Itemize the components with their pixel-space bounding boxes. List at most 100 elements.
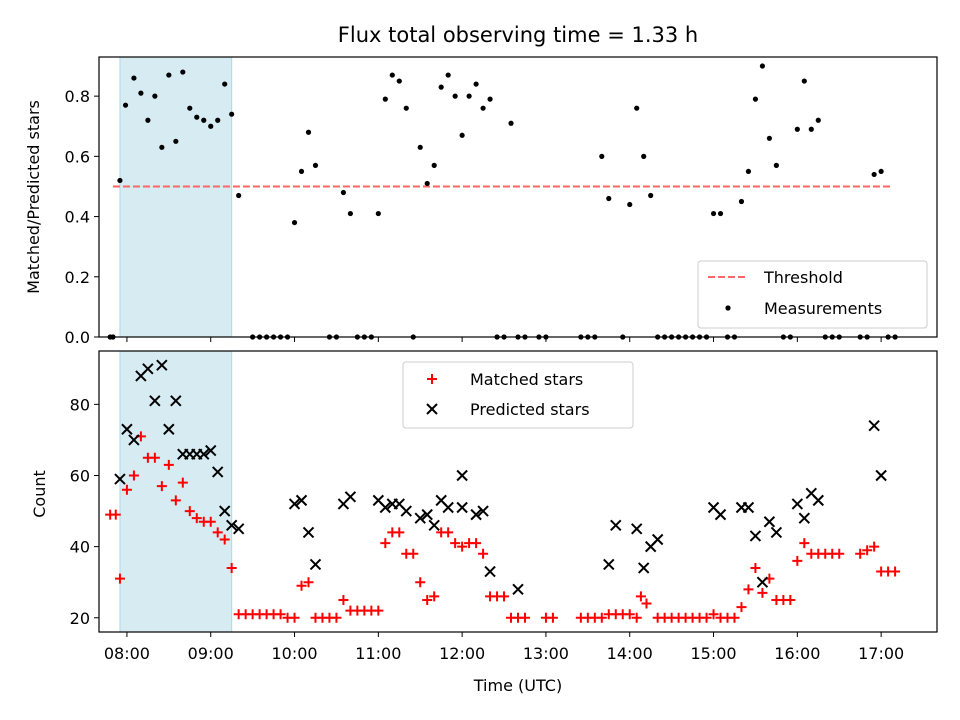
matched-stars-point: [855, 548, 866, 559]
matched-stars-point: [149, 452, 160, 463]
top-y-tick-label: 0.6: [65, 147, 90, 166]
matched-stars-point: [121, 484, 132, 495]
matched-stars-point: [373, 605, 384, 616]
measurement-point: [424, 180, 430, 187]
matched-stars-point: [743, 584, 754, 595]
matched-stars-point: [834, 548, 845, 559]
matched-stars-point: [519, 612, 530, 623]
predicted-stars-point: [288, 498, 301, 510]
x-tick-label: 17:00: [858, 644, 904, 663]
measurement-point: [773, 162, 779, 168]
matched-stars-point: [163, 459, 174, 470]
matched-stars-point: [212, 527, 223, 538]
measurement-point: [815, 117, 821, 123]
predicted-stars-point: [198, 448, 210, 460]
top-y-tick-label: 0.0: [65, 328, 90, 347]
measurement-point: [138, 90, 144, 96]
measurement-point: [445, 72, 451, 78]
legend-measurements-swatch: [725, 305, 731, 311]
measurement-point: [215, 117, 221, 123]
top-y-tick-label: 0.2: [65, 268, 90, 287]
measurement-point: [745, 168, 752, 175]
x-tick-label: 11:00: [355, 644, 401, 663]
predicted-stars-point: [170, 395, 182, 407]
measurement-point: [222, 81, 228, 87]
matched-stars-point: [170, 495, 181, 506]
bottom-y-tick-label: 80: [70, 395, 90, 414]
measurement-point: [229, 111, 235, 117]
matched-stars-point: [478, 548, 489, 559]
matched-stars-point: [450, 538, 461, 549]
matched-stars-point: [429, 591, 440, 602]
measurement-point: [389, 72, 395, 78]
predicted-stars-point: [156, 359, 168, 371]
matched-stars-point: [708, 609, 719, 620]
predicted-stars-point: [218, 505, 231, 517]
matched-stars-point: [275, 609, 286, 620]
measurement-point: [208, 123, 214, 129]
chart-title: Flux total observing time = 1.33 h: [338, 23, 698, 47]
predicted-stars-point: [637, 562, 650, 574]
matched-stars-point: [799, 538, 810, 549]
predicted-stars-point: [225, 519, 238, 531]
count-panel: 20 40 60 80 08:00 09:00 10:00 11:00 12:00 13:00 14…: [70, 350, 938, 663]
measurement-point: [871, 171, 877, 178]
matched-stars-point: [736, 602, 747, 613]
measurement-point: [152, 93, 158, 99]
matched-stars-point: [750, 562, 761, 573]
predicted-stars-point: [756, 576, 769, 588]
measurement-point: [717, 210, 724, 217]
measurement-point: [606, 195, 612, 202]
predicted-stars-point: [400, 505, 412, 517]
top-legend: [697, 260, 928, 329]
measurement-point: [794, 126, 800, 132]
measurement-point: [187, 105, 193, 111]
predicted-stars-point: [163, 423, 175, 435]
legend-measurements-label: Measurements: [764, 299, 882, 318]
predicted-stars-point: [121, 423, 133, 435]
matched-stars-point: [443, 527, 454, 538]
x-tick-label: 13:00: [523, 644, 569, 663]
matched-stars-point: [408, 548, 419, 559]
measurement-point: [291, 219, 298, 226]
predicted-stars-point: [114, 473, 126, 485]
predicted-stars-point: [477, 505, 489, 517]
matched-stars-point: [499, 591, 510, 602]
predicted-stars-point: [421, 508, 433, 521]
measurement-point: [417, 144, 423, 150]
top-y-axis-label: Matched/Predicted stars: [24, 100, 43, 294]
measurement-point: [145, 117, 151, 123]
ratio-panel: 0.0 0.2 0.4 0.6 0.8 Threshold Measurements: [65, 56, 938, 347]
measurement-point: [375, 210, 381, 217]
measurement-point: [759, 63, 766, 69]
predicted-stars-point: [128, 434, 140, 446]
measurement-point: [634, 105, 640, 111]
matched-stars-point: [785, 594, 796, 605]
predicted-stars-point: [512, 583, 524, 596]
predicted-stars-point: [428, 519, 440, 531]
predicted-stars-point: [798, 512, 811, 524]
measurement-point: [173, 138, 179, 144]
x-tick-label: 09:00: [188, 644, 234, 663]
matched-stars-point: [303, 577, 314, 588]
measurement-point: [403, 105, 409, 111]
matched-stars-point: [631, 612, 642, 623]
matched-stars-point: [624, 609, 635, 620]
legend-predicted-label: Predicted stars: [470, 400, 590, 419]
top-y-tick-label: 0.4: [65, 208, 90, 227]
matched-stars-point: [156, 481, 167, 492]
matched-stars-point: [641, 598, 652, 609]
predicted-stars-point: [205, 444, 217, 457]
matched-stars-point: [792, 555, 803, 566]
predicted-stars-point: [295, 494, 308, 507]
measurement-point: [159, 144, 165, 150]
bottom-axes-frame: [98, 350, 938, 633]
measurement-point: [648, 192, 654, 199]
measurement-point: [752, 96, 759, 102]
measurement-point: [347, 210, 353, 217]
predicted-stars-point: [714, 508, 727, 521]
measurement-point: [131, 75, 137, 81]
x-tick-label: 16:00: [774, 644, 820, 663]
matched-stars-point: [635, 591, 646, 602]
